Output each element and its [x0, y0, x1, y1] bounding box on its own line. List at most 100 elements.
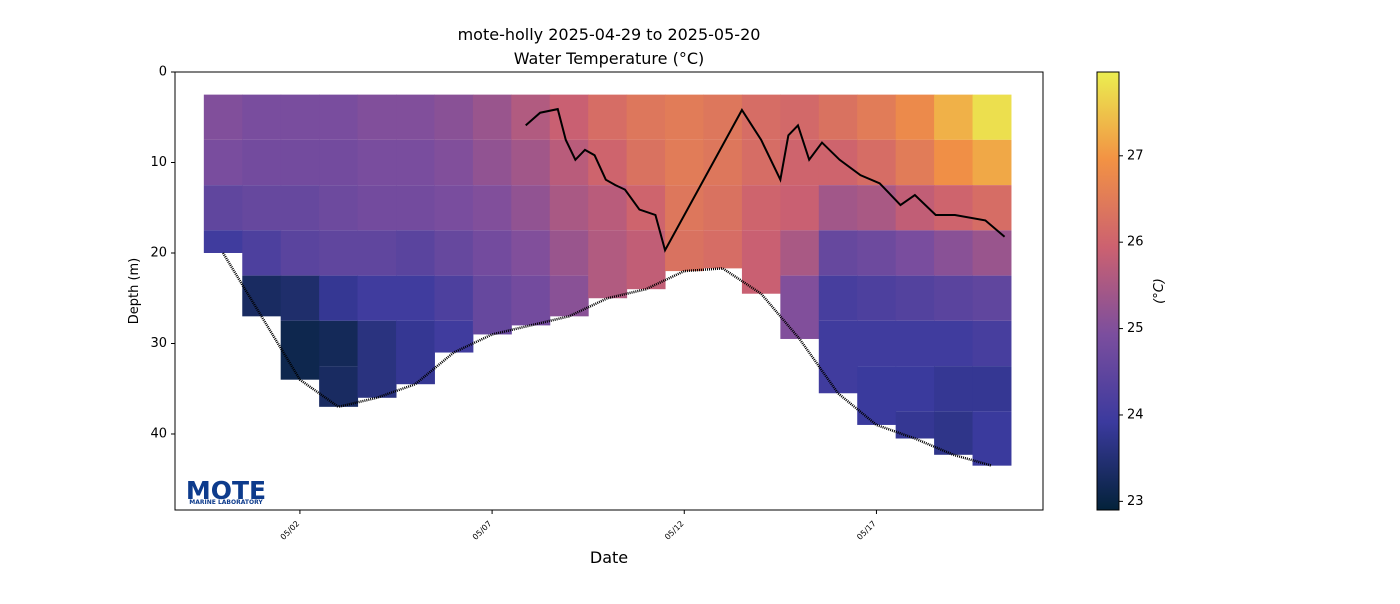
temperature-cell [934, 230, 974, 276]
depth-line [525, 107, 1006, 253]
y-tick-label: 30 [150, 336, 167, 351]
temperature-cell [934, 94, 974, 140]
temperature-cell [857, 275, 897, 321]
temperature-cell [434, 139, 474, 186]
temperature-cell [895, 139, 935, 186]
temperature-cell [665, 94, 704, 140]
colorbar-label: (°C) [1152, 278, 1167, 304]
temperature-cell [818, 230, 858, 276]
temperature-cell [626, 94, 666, 140]
temperature-cell [280, 94, 320, 140]
temperature-cell [972, 185, 1012, 231]
temperature-cell [280, 139, 320, 186]
temperature-cell [396, 275, 435, 321]
y-tick-label: 0 [159, 65, 167, 80]
temperature-cell [472, 185, 512, 231]
colorbar-tick-label: 27 [1127, 148, 1144, 163]
temperature-cell [934, 411, 974, 455]
temperature-cell [972, 366, 1012, 412]
logo-text: MOTE [186, 476, 266, 505]
temperature-cell [741, 185, 781, 231]
y-tick-label: 20 [150, 245, 167, 260]
y-tick-label: 40 [150, 426, 167, 441]
y-axis-label: Depth (m) [127, 258, 142, 325]
temperature-cell [818, 275, 858, 321]
colorbar-tick-label: 25 [1127, 321, 1144, 336]
temperature-cell [626, 230, 666, 290]
temperature-cell [703, 94, 743, 140]
temperature-cell [319, 185, 359, 231]
temperature-cell [203, 94, 243, 140]
temperature-cell [934, 185, 974, 231]
temperature-cell [280, 230, 320, 276]
temperature-cell [818, 94, 858, 140]
temperature-cell [319, 94, 359, 140]
temperature-cell [818, 139, 858, 186]
temperature-cell [934, 366, 974, 412]
temperature-cell [203, 139, 243, 186]
temperature-cell [511, 94, 551, 140]
temperature-cell [396, 139, 435, 186]
temperature-cell [280, 185, 320, 231]
temperature-cell [972, 411, 1012, 466]
temperature-cell [588, 94, 628, 140]
logo-subtext: MARINE LABORATORY [189, 499, 263, 506]
chart-subtitle: Water Temperature (°C) [514, 49, 704, 68]
temperature-cell [511, 230, 551, 276]
temperature-cell [511, 139, 551, 186]
temperature-cell [357, 139, 397, 186]
temperature-cell [319, 230, 359, 276]
temperature-cell [703, 185, 743, 231]
temperature-cell [934, 275, 974, 321]
temperature-cell [857, 139, 897, 186]
temperature-cell [319, 320, 359, 367]
temperature-cell [588, 230, 628, 299]
temperature-cell [972, 139, 1012, 186]
temperature-cell [357, 320, 397, 398]
temperature-cell [242, 230, 282, 276]
temperature-cell [818, 185, 858, 231]
temperature-cell [741, 94, 781, 140]
temperature-cell [588, 185, 628, 231]
temperature-cell [818, 320, 858, 394]
temperature-cell [934, 139, 974, 186]
temperature-cell [934, 320, 974, 367]
temperature-cell [780, 230, 820, 276]
temperature-cell [203, 230, 243, 253]
plot-area [203, 94, 1012, 467]
temperature-cell [434, 275, 474, 321]
temperature-cell [895, 230, 935, 276]
temperature-cell [357, 94, 397, 140]
temperature-cell [357, 275, 397, 321]
temperature-cell [549, 230, 589, 276]
plot-frame [174, 71, 1044, 511]
colorbar-tick-label: 23 [1127, 494, 1144, 509]
temperature-cell [626, 139, 666, 186]
temperature-cell [472, 230, 512, 276]
temperature-cell [280, 275, 320, 321]
y-tick-label: 10 [150, 155, 167, 170]
temperature-cell [703, 230, 743, 269]
temperature-cell [857, 185, 897, 231]
temperature-cell [857, 320, 897, 367]
temperature-cell [626, 185, 666, 231]
colorbar-frame [1096, 71, 1120, 511]
bottom-line [221, 252, 993, 467]
temperature-cell [511, 275, 551, 326]
temperature-cell [242, 139, 282, 186]
temperature-cell [396, 185, 435, 231]
temperature-cell [895, 366, 935, 412]
temperature-cell [857, 230, 897, 276]
temperature-cell [396, 320, 435, 385]
temperature-cell [665, 230, 704, 272]
temperature-cell [396, 230, 435, 276]
temperature-cell [895, 94, 935, 140]
temperature-cell [972, 94, 1012, 140]
temperature-cell [357, 230, 397, 276]
temperature-cell [434, 230, 474, 276]
temperature-cell [472, 139, 512, 186]
temperature-cell [549, 185, 589, 231]
temperature-cell [972, 275, 1012, 321]
temperature-cell [511, 185, 551, 231]
